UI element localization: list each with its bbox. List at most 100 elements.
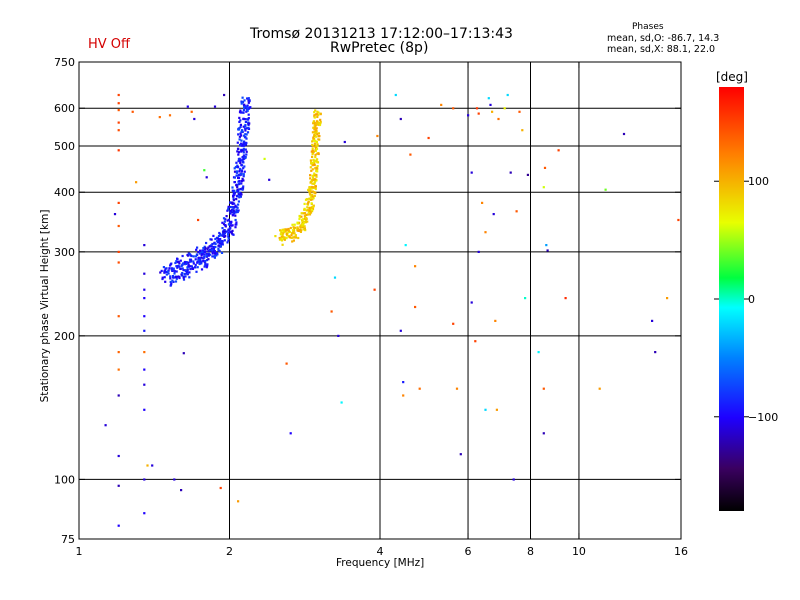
o-mode-point	[232, 194, 235, 197]
x-mode-point	[299, 224, 303, 227]
o-mode-point	[210, 244, 213, 247]
o-mode-point	[161, 276, 164, 279]
noise-point	[219, 486, 222, 490]
noise-point	[117, 102, 120, 105]
noise-point	[474, 340, 477, 343]
x-mode-point	[314, 124, 317, 127]
x-mode-point	[311, 208, 314, 211]
noise-point	[470, 171, 473, 174]
noise-point	[182, 352, 185, 355]
noise-point	[622, 132, 626, 136]
o-mode-point	[228, 228, 231, 231]
o-mode-point	[232, 233, 235, 236]
o-mode-point	[159, 271, 162, 274]
x-mode-point	[303, 212, 307, 215]
x-mode-point	[315, 113, 318, 116]
x-tick-label: 10	[572, 545, 586, 558]
x-mode-point	[311, 179, 314, 182]
x-mode-point	[300, 215, 303, 218]
noise-point	[180, 489, 183, 492]
o-mode-point	[245, 137, 248, 140]
o-mode-point	[186, 272, 189, 275]
noise-point	[414, 265, 417, 268]
o-mode-point	[192, 262, 195, 265]
o-mode-point	[249, 106, 252, 109]
o-mode-point	[245, 150, 248, 153]
o-mode-point	[236, 164, 239, 167]
o-mode-point	[169, 275, 172, 278]
x-mode-point	[313, 174, 316, 177]
o-mode-point	[242, 145, 245, 148]
x-mode-point	[311, 174, 314, 177]
noise-point	[117, 201, 120, 204]
o-mode-point	[241, 188, 244, 191]
o-mode-point	[242, 111, 245, 114]
x-mode-point	[291, 240, 294, 243]
y-tick-label: 600	[54, 102, 75, 115]
x-mode-point	[303, 225, 306, 228]
x-mode-point	[315, 166, 318, 170]
o-mode-point	[247, 117, 250, 120]
o-mode-point	[222, 217, 226, 220]
x-mode-point	[313, 111, 316, 114]
noise-point	[495, 408, 498, 411]
noise-point	[399, 329, 402, 332]
noise-point	[333, 276, 337, 279]
o-mode-point	[241, 129, 244, 132]
noise-point	[404, 244, 407, 247]
o-mode-point	[237, 151, 240, 154]
noise-point	[117, 109, 120, 112]
noise-point	[459, 453, 462, 456]
x-mode-point	[299, 230, 302, 233]
o-mode-point	[169, 283, 173, 286]
x-mode-point	[282, 235, 285, 239]
x-mode-point	[284, 230, 287, 233]
x-mode-point	[314, 178, 317, 181]
x-mode-point	[314, 186, 317, 189]
colorbar-ticks: 100 0 −100	[714, 175, 778, 424]
o-mode-point	[227, 218, 230, 221]
o-mode-point	[186, 266, 189, 269]
o-mode-point	[247, 124, 250, 127]
x-mode-point	[313, 182, 316, 185]
y-tick-label: 750	[54, 56, 75, 69]
noise-point	[151, 464, 154, 467]
x-mode-point	[294, 226, 297, 229]
o-mode-point	[227, 223, 230, 226]
o-mode-point	[172, 267, 175, 270]
x-mode-point	[304, 221, 307, 224]
x-mode-point	[315, 145, 318, 148]
x-mode-point	[294, 234, 297, 237]
o-mode-point	[198, 262, 201, 266]
o-mode-point	[224, 218, 227, 221]
o-mode-point	[217, 234, 221, 238]
x-mode-point	[311, 168, 314, 171]
x-mode-point	[307, 188, 310, 191]
o-mode-point	[243, 165, 246, 168]
o-mode-point	[216, 236, 219, 239]
x-mode-point	[303, 202, 306, 205]
o-mode-point	[213, 254, 216, 258]
noise-point	[337, 334, 340, 337]
o-mode-point	[200, 256, 203, 259]
o-mode-point	[240, 142, 243, 145]
o-mode-point	[235, 198, 238, 201]
x-mode-point	[319, 118, 322, 121]
o-mode-point	[231, 206, 234, 209]
o-mode-point	[244, 107, 247, 110]
noise-point	[477, 112, 480, 115]
o-mode-point	[228, 205, 231, 208]
o-mode-point	[224, 224, 227, 227]
noise-point	[168, 114, 172, 117]
noise-point	[543, 166, 547, 169]
noise-point	[373, 288, 376, 291]
o-mode-point	[239, 195, 242, 198]
o-mode-point	[240, 164, 243, 167]
o-mode-point	[198, 261, 201, 264]
o-mode-point	[213, 256, 216, 259]
x-mode-point	[286, 234, 289, 237]
noise-point	[117, 250, 120, 253]
noise-point	[666, 297, 669, 300]
noise-point	[263, 157, 266, 160]
x-mode-point	[315, 129, 318, 132]
